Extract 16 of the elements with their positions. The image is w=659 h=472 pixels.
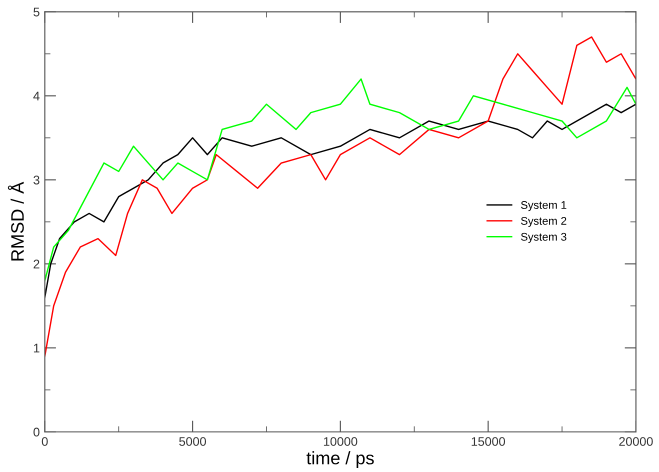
- y-tick-label: 2: [34, 260, 40, 268]
- x-tick-label: 5000: [179, 437, 206, 446]
- y-tick-label: 3: [33, 176, 40, 184]
- legend-label: System 1: [521, 201, 566, 212]
- x-tick-label: 0: [42, 437, 48, 446]
- y-tick-label: 5: [34, 8, 40, 16]
- y-tick-label: 0: [33, 428, 40, 437]
- x-axis-title: time / ps: [306, 451, 374, 468]
- y-tick-label: 4: [33, 92, 40, 100]
- legend-label: System 2: [521, 216, 566, 228]
- x-tick-label: 15000: [472, 437, 506, 446]
- y-tick-label: 1: [34, 344, 40, 352]
- x-tick-label: 20000: [619, 437, 653, 446]
- y-axis-title: RMSD / Å: [8, 182, 24, 260]
- x-tick-label: 10000: [324, 437, 358, 446]
- legend-label: System 3: [521, 232, 566, 243]
